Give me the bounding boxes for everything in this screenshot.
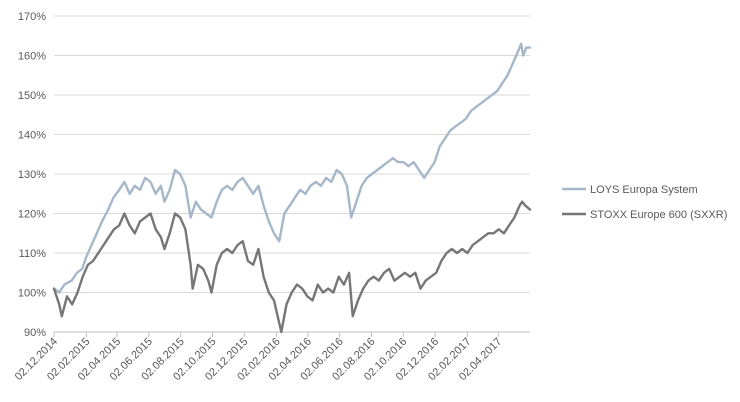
x-axis-ticks: 02.12.201402.02.201502.04.201502.06.2015…	[13, 332, 504, 383]
legend-item: LOYS Europa System	[562, 184, 698, 196]
y-tick-label: 90%	[24, 327, 46, 339]
series-lines	[52, 42, 532, 334]
series-line-stoxx-europe-600	[52, 200, 532, 334]
y-tick-label: 130%	[18, 169, 46, 181]
y-tick-label: 150%	[18, 90, 46, 102]
y-tick-label: 100%	[18, 288, 46, 300]
y-tick-label: 160%	[18, 51, 46, 63]
y-tick-label: 120%	[18, 209, 46, 221]
legend-label: STOXX Europe 600 (SXXR)	[590, 209, 727, 221]
y-axis-ticks: 90% 100% 110% 120% 130% 140% 150% 160% 170%	[18, 11, 46, 339]
y-tick-label: 110%	[19, 248, 47, 260]
y-tick-label: 170%	[18, 11, 46, 23]
legend: LOYS Europa System STOXX Europe 600 (SXXR…	[562, 184, 727, 221]
series-line-loys-europa-system	[52, 42, 532, 294]
legend-item: STOXX Europe 600 (SXXR)	[562, 209, 727, 221]
y-tick-label: 140%	[18, 130, 46, 142]
grid-lines	[54, 15, 530, 333]
legend-label: LOYS Europa System	[590, 184, 698, 196]
